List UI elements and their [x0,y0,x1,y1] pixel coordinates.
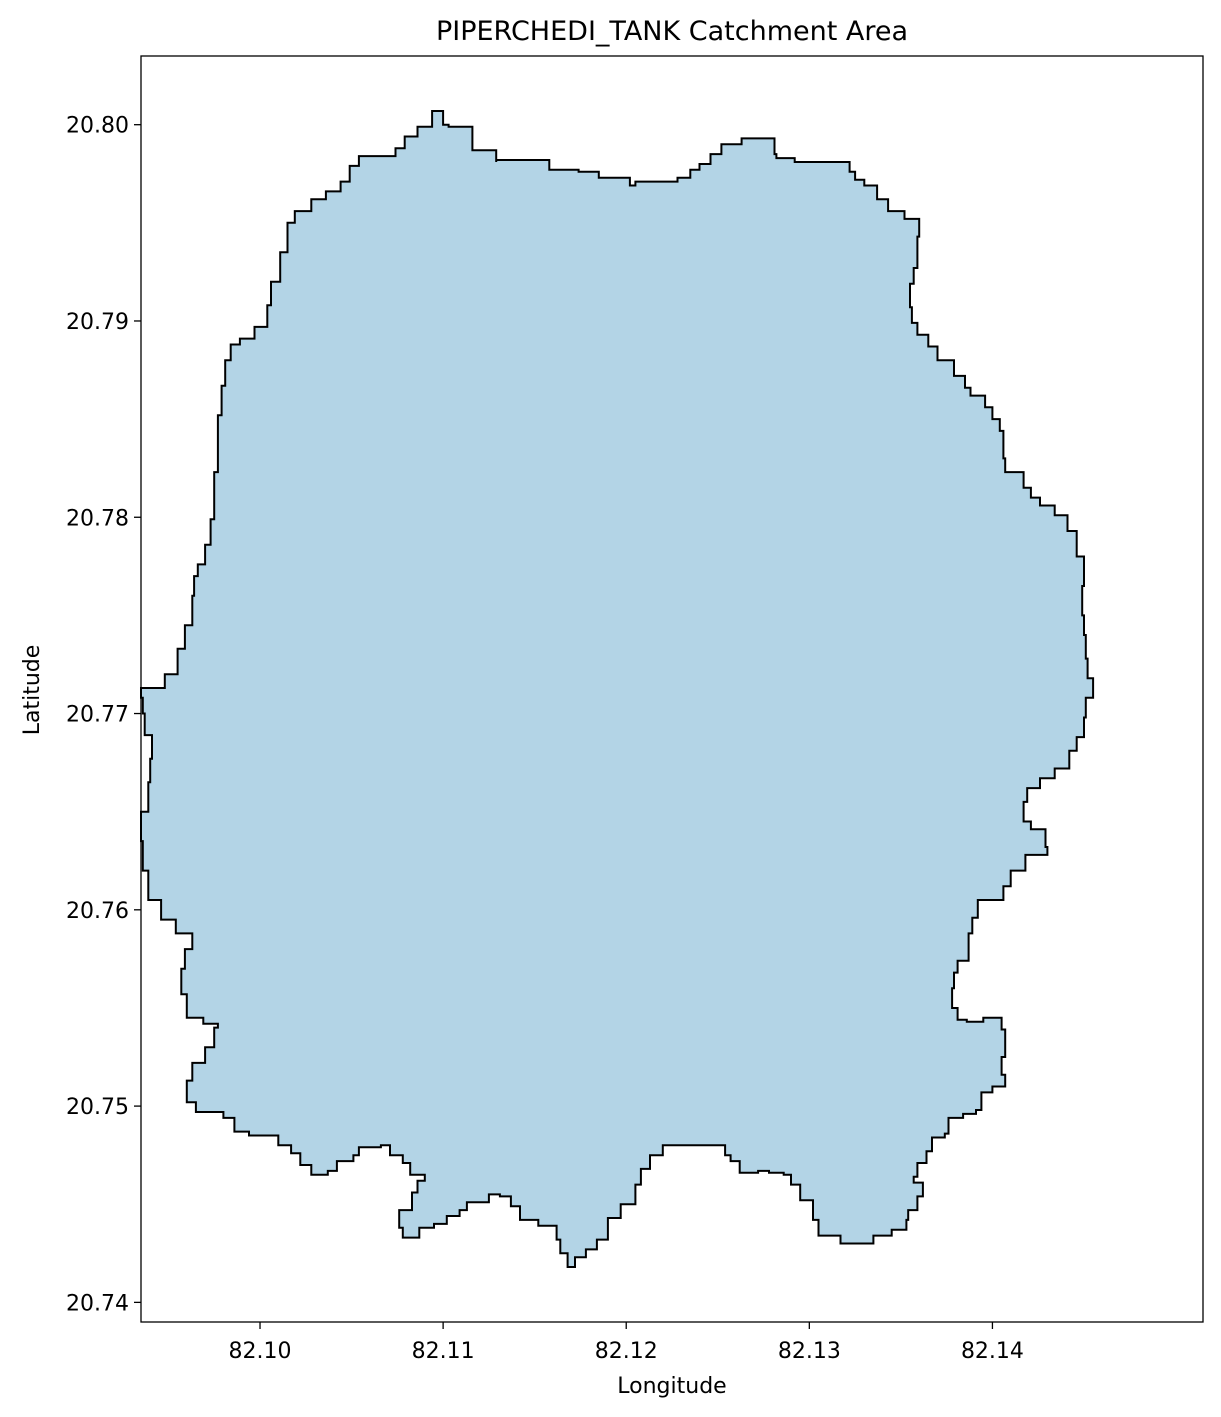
chart-title: PIPERCHEDI_TANK Catchment Area [436,16,908,47]
x-axis-ticks: 82.10 82.11 82.12 82.13 82.14 [229,1322,1024,1364]
x-tick-label: 82.12 [595,1339,658,1364]
y-tick-label: 20.80 [66,114,129,139]
catchment-polygon-layer [140,110,1095,1268]
x-tick-label: 82.13 [778,1339,841,1364]
axes-frame [140,55,1204,1323]
y-tick-label: 20.76 [66,899,129,924]
x-tick-label: 82.10 [229,1339,292,1364]
x-axis-label: Longitude [617,1374,726,1399]
x-tick-label: 82.14 [961,1339,1024,1364]
y-axis-label: Latitude [20,645,45,736]
x-tick-label: 82.11 [412,1339,475,1364]
y-tick-label: 20.75 [66,1095,129,1120]
y-tick-label: 20.78 [66,506,129,531]
y-tick-label: 20.77 [66,703,129,728]
y-axis-ticks: 20.74 20.75 20.76 20.77 20.78 20.79 20.80 [66,114,141,1316]
y-tick-label: 20.74 [66,1291,129,1316]
y-tick-label: 20.79 [66,310,129,335]
catchment-polygon [140,110,1095,1268]
